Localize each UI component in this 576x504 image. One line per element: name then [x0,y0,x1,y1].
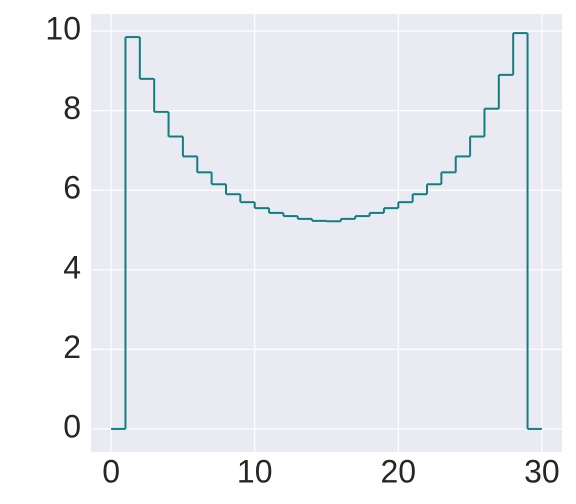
x-tick-label: 0 [102,453,120,489]
y-tick-label: 6 [63,170,81,206]
y-tick-label: 8 [63,90,81,126]
x-tick-label: 10 [237,453,273,489]
y-tick-label: 0 [63,408,81,444]
y-tick-label: 4 [63,249,81,285]
y-tick-label: 10 [45,11,81,47]
plot-area [91,14,562,452]
y-tick-label: 2 [63,329,81,365]
x-tick-label: 20 [381,453,417,489]
x-tick-label: 30 [524,453,560,489]
